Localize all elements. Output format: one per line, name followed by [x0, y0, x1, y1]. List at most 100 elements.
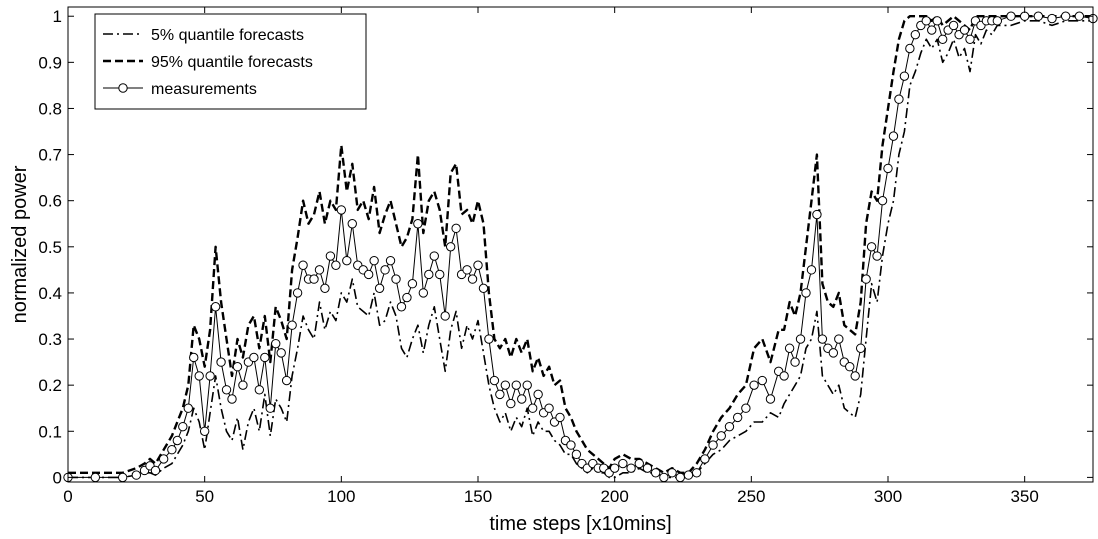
data-point	[178, 421, 188, 432]
data-point	[238, 380, 248, 390]
data-point	[927, 25, 937, 35]
data-point	[732, 412, 743, 423]
x-tick-label: 100	[327, 487, 355, 506]
y-tick-label: 0.7	[38, 146, 62, 165]
data-point	[992, 16, 1003, 26]
data-point	[741, 403, 751, 413]
data-point	[489, 375, 500, 386]
data-point	[932, 16, 942, 26]
data-point	[407, 278, 418, 289]
data-point	[232, 362, 243, 372]
data-point	[812, 209, 822, 220]
y-tick-label: 0.9	[38, 53, 62, 72]
data-point	[331, 260, 341, 270]
plot-frame	[67, 6, 1094, 483]
x-tick-label: 250	[737, 487, 765, 506]
data-point	[347, 219, 357, 229]
data-point	[1006, 11, 1016, 21]
legend-marker	[118, 83, 128, 93]
data-point	[462, 265, 472, 275]
data-point	[440, 311, 450, 321]
data-point	[894, 94, 904, 104]
data-point	[292, 288, 303, 298]
data-point	[281, 375, 292, 386]
data-point	[828, 348, 839, 358]
data-point	[271, 338, 281, 349]
data-point	[872, 251, 882, 261]
data-point	[850, 371, 860, 381]
data-point	[877, 195, 888, 206]
data-point	[779, 371, 789, 381]
data-point	[445, 242, 456, 252]
y-tick-label: 0.8	[38, 99, 62, 118]
series-1	[68, 15, 1093, 474]
data-point	[1033, 11, 1044, 21]
series-2	[63, 11, 1098, 483]
data-point	[172, 435, 183, 446]
data-point	[626, 463, 636, 473]
data-point	[700, 454, 710, 464]
y-tick-label: 0.3	[38, 330, 62, 349]
data-point	[298, 260, 308, 270]
data-point	[117, 472, 128, 483]
data-point	[500, 380, 511, 390]
data-point	[276, 348, 286, 358]
data-point	[667, 468, 677, 478]
data-point	[260, 352, 270, 363]
data-point	[855, 343, 866, 353]
legend-label: 95% quantile forecasts	[151, 54, 313, 71]
data-point	[189, 352, 199, 363]
data-point	[473, 260, 483, 270]
series-line	[68, 19, 1093, 479]
x-axis: 0 50 100 150 200 250 300 350	[63, 7, 1039, 506]
legend-label: measurements	[151, 81, 257, 98]
data-point	[418, 288, 429, 298]
data-point	[424, 269, 434, 280]
data-point	[484, 334, 494, 344]
data-point	[150, 465, 161, 476]
data-point	[314, 265, 325, 275]
data-point	[555, 412, 565, 423]
data-point	[716, 431, 726, 441]
data-point	[937, 34, 948, 44]
data-point	[910, 29, 921, 40]
legend-label: 5% quantile forecasts	[151, 27, 304, 44]
data-point	[429, 251, 439, 261]
data-point	[249, 352, 259, 363]
data-point	[167, 445, 177, 455]
data-point	[845, 362, 855, 372]
x-tick-label: 350	[1010, 487, 1038, 506]
data-point	[194, 371, 204, 381]
data-point	[254, 385, 265, 395]
data-point	[790, 357, 800, 367]
data-point	[533, 389, 543, 400]
data-point	[1060, 11, 1071, 21]
legend: 5% quantile forecasts 95% quantile foreca…	[94, 13, 367, 110]
data-point	[320, 283, 330, 294]
y-tick-label: 0	[53, 468, 62, 487]
data-point	[757, 375, 767, 386]
data-point	[861, 274, 871, 284]
data-point	[527, 403, 538, 413]
data-point	[435, 269, 445, 280]
series-line	[68, 15, 1093, 474]
data-point	[708, 440, 718, 450]
data-point	[522, 380, 532, 390]
y-tick-label: 0.2	[38, 376, 62, 395]
data-point	[396, 302, 407, 312]
data-point	[380, 265, 390, 275]
data-point	[413, 219, 423, 229]
data-point	[905, 43, 915, 54]
data-point	[544, 403, 554, 413]
x-tick-label: 50	[195, 487, 214, 506]
x-tick-label: 150	[464, 487, 492, 506]
data-point	[325, 251, 336, 261]
data-point	[675, 472, 685, 483]
data-point	[650, 468, 661, 478]
data-point	[806, 265, 817, 275]
data-point	[517, 394, 527, 404]
data-point	[374, 283, 385, 294]
data-point	[801, 288, 811, 298]
data-point	[659, 472, 669, 483]
